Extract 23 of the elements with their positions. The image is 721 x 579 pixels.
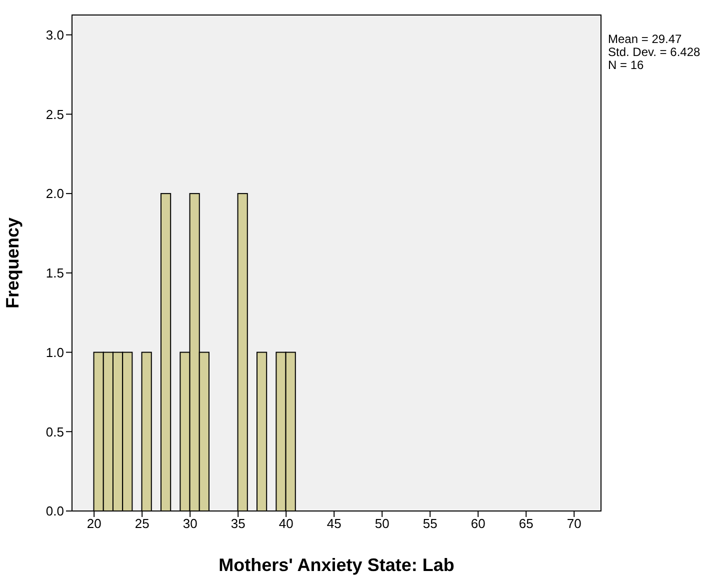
x-tick-label: 20 xyxy=(86,516,102,532)
text: N = 16 xyxy=(608,58,645,72)
x-axis-title: Mothers' Anxiety State: Lab xyxy=(218,555,454,575)
x-tick-label: 65 xyxy=(518,516,534,532)
x-tick-label: 70 xyxy=(566,516,582,532)
x-tick-label: 55 xyxy=(422,516,438,532)
y-tick-label: 2.5 xyxy=(46,106,64,122)
y-tick-label: 0.0 xyxy=(46,504,64,519)
y-tick-label: 2.0 xyxy=(46,186,64,202)
y-tick-label: 0.5 xyxy=(46,424,64,440)
y-tick-label: 3.0 xyxy=(46,27,64,42)
text: Std. Dev. = 6.428 xyxy=(608,45,700,59)
x-tick-label: 60 xyxy=(470,516,486,532)
x-tick-label: 35 xyxy=(230,516,246,532)
y-tick-label: 1.5 xyxy=(46,266,64,281)
text: Mean = 29.47 xyxy=(608,32,683,46)
x-tick-label: 50 xyxy=(374,516,390,532)
y-axis-title: Frequency xyxy=(2,217,22,309)
x-tick-label: 40 xyxy=(278,516,294,532)
x-tick-label: 25 xyxy=(134,516,150,532)
y-tick-label: 1.0 xyxy=(46,344,64,360)
x-tick-label: 45 xyxy=(326,516,342,532)
x-tick-label: 30 xyxy=(182,516,198,532)
